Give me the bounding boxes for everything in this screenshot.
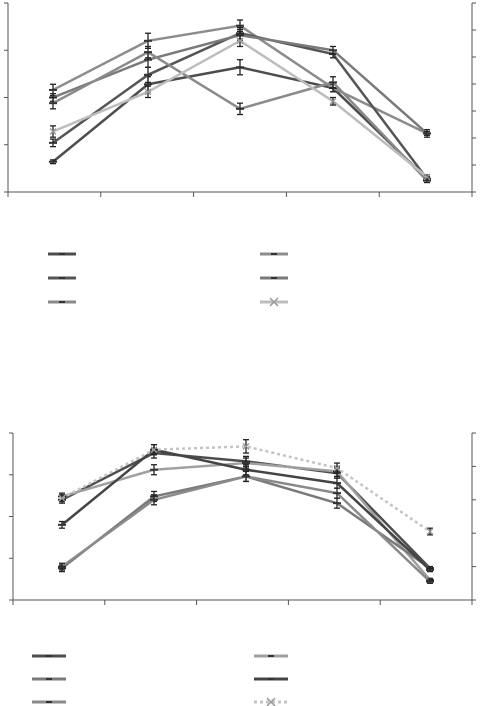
series-6 <box>49 34 431 181</box>
data-point <box>329 97 337 105</box>
data-point <box>426 528 434 535</box>
series-5 <box>58 470 434 584</box>
legend <box>48 252 288 307</box>
series-line <box>61 475 431 583</box>
series-line <box>52 33 428 135</box>
series-line <box>61 475 431 570</box>
series-1 <box>49 59 431 182</box>
data-point <box>49 128 57 135</box>
data-point <box>242 442 250 450</box>
data-point <box>333 464 341 472</box>
data-point <box>236 37 244 45</box>
chart-panel-1 <box>4 2 476 307</box>
legend-marker <box>266 697 276 706</box>
data-point <box>144 88 152 96</box>
data-point <box>423 173 431 181</box>
legend <box>32 654 288 706</box>
data-point <box>150 446 158 454</box>
legend-marker <box>269 297 279 307</box>
data-point <box>58 494 66 502</box>
series-6 <box>58 439 434 536</box>
chart-panel-2 <box>9 432 476 706</box>
